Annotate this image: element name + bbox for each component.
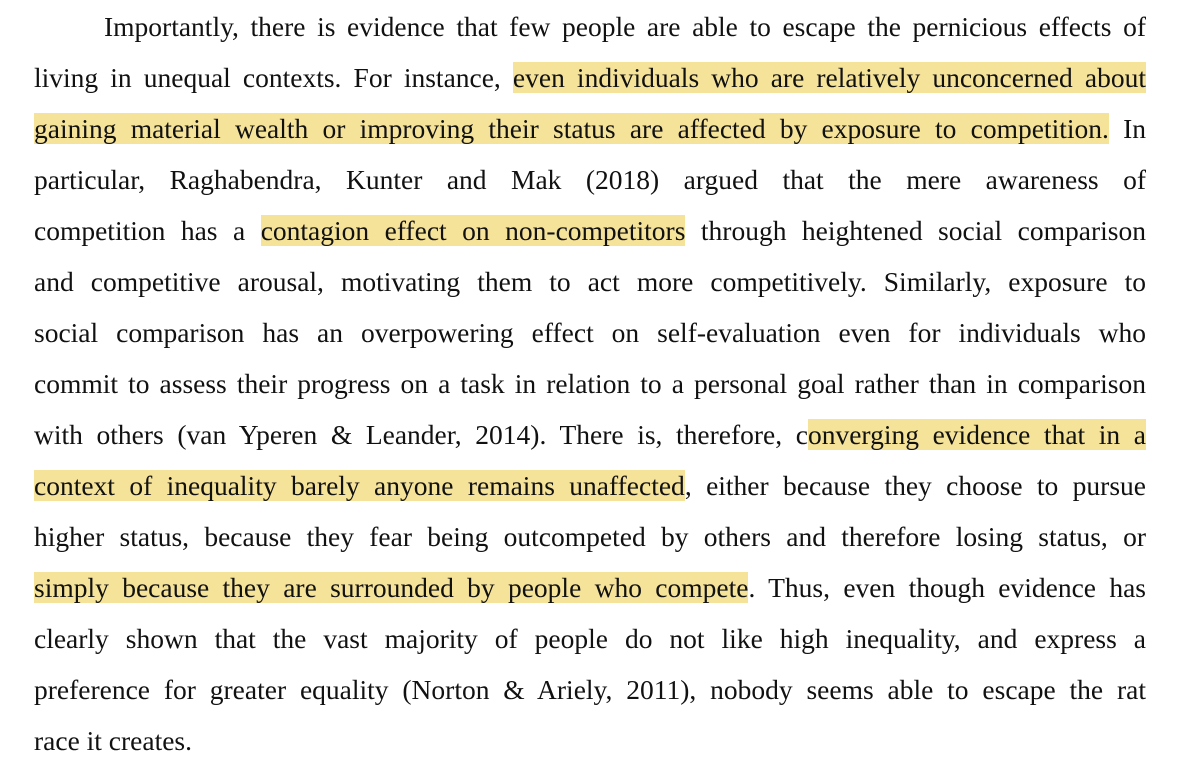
- text-line-8: commit to assess their progress on a tas…: [34, 358, 1146, 410]
- text-segment: living in unequal contexts. For instance…: [34, 62, 513, 93]
- text-line-10: context of inequality barely anyone rema…: [34, 460, 1146, 512]
- text-segment: social comparison has an overpowering ef…: [34, 317, 1146, 348]
- text-segment: clearly shown that the vast majority of …: [34, 623, 1146, 654]
- text-segment: higher status, because they fear being o…: [34, 521, 1146, 552]
- text-line-11: higher status, because they fear being o…: [34, 511, 1146, 563]
- highlighted-text[interactable]: contagion effect on non-competitors: [260, 215, 686, 246]
- text-segment: In: [1108, 113, 1146, 144]
- text-line-2: living in unequal contexts. For instance…: [34, 52, 1146, 104]
- highlighted-text[interactable]: gaining material wealth or improving the…: [34, 113, 1109, 144]
- highlighted-text[interactable]: context of inequality barely anyone rema…: [34, 470, 685, 501]
- text-line-5: competition has a contagion effect on no…: [34, 205, 1146, 257]
- text-line-9: with others (van Yperen & Leander, 2014)…: [34, 409, 1146, 461]
- text-line-3: gaining material wealth or improving the…: [34, 103, 1146, 155]
- text-line-13: clearly shown that the vast majority of …: [34, 613, 1146, 665]
- text-segment: commit to assess their progress on a tas…: [34, 368, 1146, 399]
- text-line-4: particular, Raghabendra, Kunter and Mak …: [34, 154, 1146, 206]
- text-segment: Importantly, there is evidence that few …: [104, 11, 1146, 42]
- text-line-15: race it creates.: [34, 715, 1146, 764]
- highlighted-text[interactable]: onverging evidence that in a: [807, 419, 1146, 450]
- text-line-1: Importantly, there is evidence that few …: [104, 1, 1146, 53]
- text-line-6: and competitive arousal, motivating them…: [34, 256, 1146, 308]
- text-segment: particular, Raghabendra, Kunter and Mak …: [34, 164, 1146, 195]
- text-segment: through heightened social comparison: [685, 215, 1146, 246]
- text-segment: competition has a: [34, 215, 261, 246]
- text-line-7: social comparison has an overpowering ef…: [34, 307, 1146, 359]
- text-segment: . Thus, even though evidence has: [748, 572, 1146, 603]
- highlighted-text[interactable]: simply because they are surrounded by pe…: [34, 572, 749, 603]
- highlighted-text[interactable]: even individuals who are relatively unco…: [512, 62, 1146, 93]
- text-segment: preference for greater equality (Norton …: [34, 674, 1146, 705]
- text-segment: , either because they choose to pursue: [684, 470, 1146, 501]
- text-segment: and competitive arousal, motivating them…: [34, 266, 1146, 297]
- text-segment: with others (van Yperen & Leander, 2014)…: [34, 419, 808, 450]
- text-line-14: preference for greater equality (Norton …: [34, 664, 1146, 716]
- text-segment: race it creates.: [34, 725, 193, 756]
- text-line-12: simply because they are surrounded by pe…: [34, 562, 1146, 614]
- document-page: Importantly, there is evidence that few …: [34, 0, 1146, 764]
